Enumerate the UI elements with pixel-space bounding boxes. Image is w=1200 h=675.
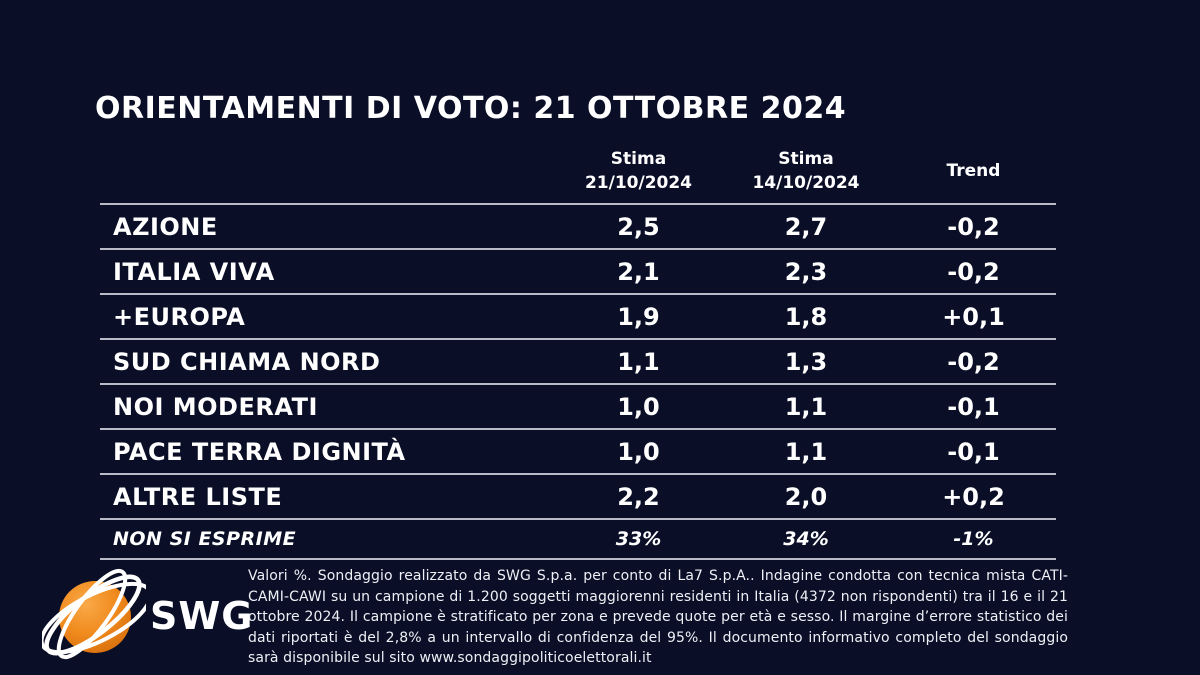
trend-value: -0,1 [947, 437, 1000, 466]
party-name: SUD CHIAMA NORD [113, 347, 381, 376]
stima-21-10-value: 33% [615, 528, 662, 550]
stima-14-10-value: 1,8 [784, 302, 828, 331]
party-name: ALTRE LISTE [113, 482, 283, 511]
table-header-row: Stima 21/10/2024 Stima 14/10/2024 Trend [100, 140, 1056, 205]
trend-value: -0,2 [947, 347, 1000, 376]
column-header-trend: Trend [946, 160, 1001, 181]
trend-value: -0,2 [947, 257, 1000, 286]
trend-value: -1% [953, 528, 994, 550]
stima-21-10-value: 1,1 [617, 347, 660, 376]
table-row: NOI MODERATI 1,0 1,1 -0,1 [100, 385, 1056, 430]
stima-14-10-value: 2,3 [784, 257, 828, 286]
swg-logo: SWG [42, 568, 253, 664]
stima-21-10-value: 1,9 [617, 302, 660, 331]
stima-21-10-value: 1,0 [617, 437, 660, 466]
party-name: +EUROPA [113, 302, 246, 331]
trend-value: -0,2 [947, 212, 1000, 241]
stima-21-10-value: 2,2 [617, 482, 660, 511]
stima-14-10-value: 2,7 [784, 212, 828, 241]
disclaimer-text: Valori %. Sondaggio realizzato da SWG S.… [248, 568, 1068, 666]
table-row: SUD CHIAMA NORD 1,1 1,3 -0,2 [100, 340, 1056, 385]
poll-table: Stima 21/10/2024 Stima 14/10/2024 Trend … [100, 140, 1056, 560]
party-name: PACE TERRA DIGNITÀ [113, 437, 406, 466]
stima-14-10-value: 1,3 [784, 347, 828, 376]
stima-21-10-value: 1,0 [617, 392, 660, 421]
column-header-stima-14-10: Stima 14/10/2024 [721, 148, 891, 196]
globe-icon [42, 568, 146, 660]
stima-14-10-value: 2,0 [784, 482, 828, 511]
table-row: AZIONE 2,5 2,7 -0,2 [100, 205, 1056, 250]
swg-logo-text: SWG [150, 594, 254, 638]
party-name: NON SI ESPRIME [113, 528, 297, 550]
party-name: NOI MODERATI [113, 392, 318, 421]
table-row: +EUROPA 1,9 1,8 +0,1 [100, 295, 1056, 340]
table-row: ITALIA VIVA 2,1 2,3 -0,2 [100, 250, 1056, 295]
trend-value: -0,1 [947, 392, 1000, 421]
page-title: ORIENTAMENTI DI VOTO: 21 OTTOBRE 2024 [95, 91, 847, 126]
party-name: AZIONE [113, 212, 218, 241]
column-header-stima-14-10-line1: Stima [778, 148, 834, 169]
party-name: ITALIA VIVA [113, 257, 275, 286]
stima-14-10-value: 34% [783, 528, 829, 550]
stima-21-10-value: 2,1 [617, 257, 660, 286]
table-row: ALTRE LISTE 2,2 2,0 +0,2 [100, 475, 1056, 520]
column-header-stima-21-10-line2: 21/10/2024 [584, 172, 693, 193]
stima-14-10-value: 1,1 [784, 437, 828, 466]
stima-14-10-value: 1,1 [784, 392, 828, 421]
trend-value: +0,1 [942, 302, 1005, 331]
column-header-stima-21-10: Stima 21/10/2024 [556, 148, 721, 196]
trend-value: +0,2 [942, 482, 1005, 511]
table-row-non-si-esprime: NON SI ESPRIME 33% 34% -1% [100, 520, 1056, 560]
column-header-stima-21-10-line1: Stima [610, 148, 667, 169]
stima-21-10-value: 2,5 [617, 212, 660, 241]
table-row: PACE TERRA DIGNITÀ 1,0 1,1 -0,1 [100, 430, 1056, 475]
column-header-stima-14-10-line2: 14/10/2024 [752, 172, 860, 193]
